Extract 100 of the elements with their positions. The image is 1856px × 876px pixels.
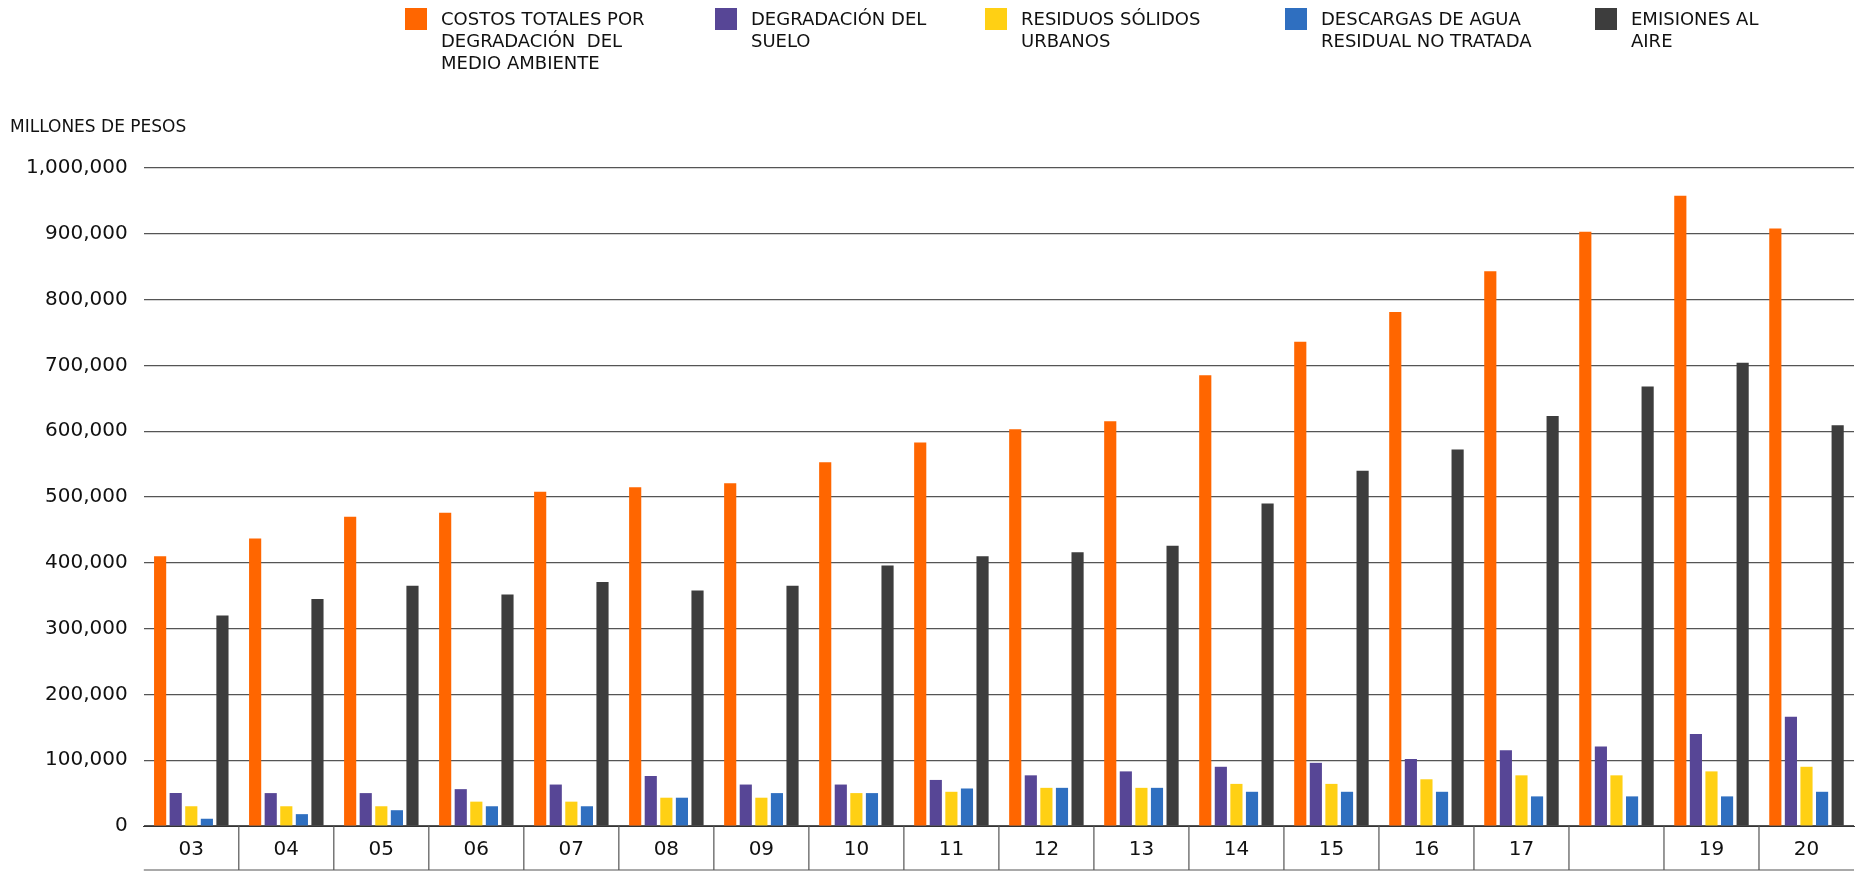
- x-tick-label: 12: [1033, 836, 1060, 861]
- bar: [1484, 271, 1497, 826]
- y-tick-label: 300,000: [45, 614, 128, 639]
- bar: [280, 806, 293, 826]
- bar: [1800, 766, 1813, 826]
- bar: [660, 797, 673, 826]
- bar: [1040, 787, 1053, 826]
- bar: [755, 797, 768, 826]
- bar: [1705, 771, 1718, 826]
- bar: [1199, 375, 1212, 826]
- y-axis-title: MILLONES DE PESOS: [10, 116, 187, 136]
- bar: [454, 789, 467, 826]
- bar: [1135, 787, 1148, 826]
- bar: [390, 810, 403, 826]
- y-tick-label: 100,000: [45, 746, 128, 771]
- bar: [264, 793, 277, 826]
- bar: [850, 793, 863, 826]
- bar: [629, 487, 642, 826]
- bar: [344, 516, 357, 826]
- bar: [1674, 195, 1687, 826]
- y-tick-label: 900,000: [45, 220, 128, 244]
- y-tick-label: 600,000: [45, 417, 128, 442]
- bar: [1245, 791, 1259, 826]
- bar: [1104, 421, 1117, 826]
- bar: [1389, 312, 1402, 826]
- legend-label: DESCARGAS DE AGUA RESIDUAL NO TRATADA: [1321, 8, 1533, 52]
- bar: [185, 806, 198, 826]
- bar: [1610, 775, 1623, 826]
- bar: [1055, 787, 1069, 826]
- y-tick-label: 700,000: [45, 351, 128, 376]
- x-tick-label: 03: [178, 836, 205, 861]
- bar: [1309, 762, 1322, 826]
- bar: [565, 801, 578, 826]
- x-tick-label: 14: [1223, 836, 1250, 861]
- bar: [1720, 796, 1734, 826]
- x-tick-label: 07: [558, 836, 585, 861]
- bar: [865, 793, 879, 826]
- bar: [960, 788, 974, 826]
- bar: [1515, 775, 1528, 826]
- x-tick-label: 05: [368, 836, 395, 861]
- bar: [375, 806, 388, 826]
- bar: [295, 814, 308, 826]
- y-tick-label: 800,000: [45, 285, 128, 310]
- bar: [819, 462, 832, 826]
- bar: [249, 538, 262, 826]
- legend-label: DEGRADACIÓN DEL SUELO: [751, 8, 928, 52]
- bar: [169, 793, 182, 826]
- x-tick-label: 06: [463, 836, 490, 861]
- bar: [1594, 746, 1607, 826]
- bar: [1420, 779, 1433, 826]
- x-tick-label: 11: [938, 836, 965, 861]
- x-tick-label: 13: [1128, 836, 1155, 861]
- bar: [1119, 771, 1132, 826]
- bar: [534, 491, 547, 826]
- x-tick-label: 17: [1508, 836, 1535, 861]
- bar: [914, 442, 927, 826]
- legend-label: RESIDUOS SÓLIDOS URBANOS: [1021, 8, 1202, 52]
- bar: [834, 784, 847, 826]
- bar: [1214, 766, 1227, 826]
- bar: [549, 784, 562, 826]
- bar: [1625, 796, 1639, 826]
- bar: [580, 806, 593, 826]
- bar: [1499, 750, 1512, 826]
- bar: [485, 806, 498, 826]
- y-tick-label: 500,000: [45, 483, 128, 508]
- bar: [945, 791, 958, 826]
- x-tick-label: 09: [748, 836, 775, 861]
- bar: [1689, 733, 1702, 826]
- bar: [1325, 783, 1338, 826]
- bar: [1024, 775, 1037, 826]
- x-tick-label: 20: [1793, 836, 1820, 861]
- bar: [1294, 341, 1307, 826]
- bar: [439, 512, 452, 826]
- bar: [1784, 716, 1797, 826]
- bar: [359, 793, 372, 826]
- y-tick-label: 0: [115, 812, 128, 837]
- x-tick-label: 19: [1698, 836, 1725, 861]
- y-tick-label: 1,000,000: [25, 154, 128, 179]
- bar: [1009, 429, 1022, 826]
- bar: [470, 801, 483, 826]
- x-tick-label: 08: [653, 836, 680, 861]
- bar: [1340, 791, 1354, 826]
- bar: [154, 556, 167, 826]
- x-tick-label: 16: [1413, 836, 1440, 861]
- y-tick-label: 200,000: [45, 680, 128, 705]
- x-tick-label: 04: [273, 836, 300, 861]
- bar: [1230, 783, 1243, 826]
- x-tick-label: 10: [843, 836, 870, 861]
- bar: [770, 793, 784, 826]
- bar: [739, 784, 752, 826]
- legend-label: EMISIONES AL AIRE: [1631, 8, 1760, 52]
- bar: [1404, 758, 1417, 826]
- bar: [724, 483, 737, 826]
- bar: [1579, 231, 1592, 826]
- y-tick-label: 400,000: [45, 549, 128, 573]
- bar: [1150, 787, 1164, 826]
- bar: [1816, 791, 1829, 826]
- x-tick-label: 15: [1318, 836, 1345, 861]
- bar: [1530, 796, 1544, 826]
- bar: [644, 775, 657, 826]
